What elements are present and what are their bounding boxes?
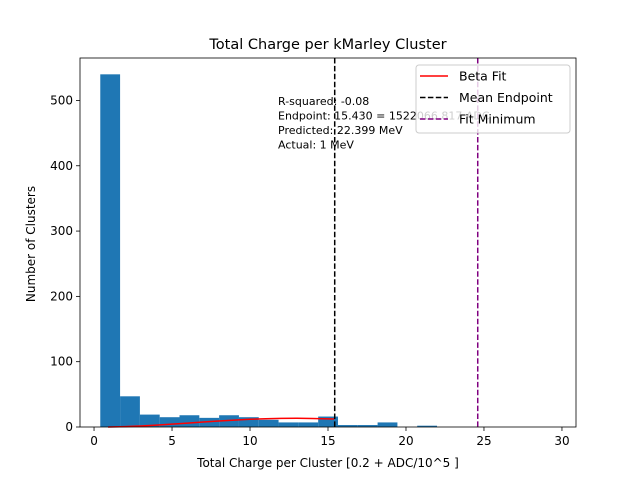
y-tick-label: 400 bbox=[50, 159, 73, 173]
x-tick-label: 20 bbox=[398, 434, 413, 448]
legend: Beta Fit Mean Endpoint Fit Minimum bbox=[415, 64, 571, 134]
plot-area bbox=[100, 58, 479, 428]
histogram-bar-15 bbox=[377, 422, 398, 427]
x-tick-label: 25 bbox=[476, 434, 491, 448]
histogram-bar-4 bbox=[159, 417, 180, 427]
chart-title: Total Charge per kMarley Cluster bbox=[208, 37, 446, 53]
legend-label-2: Mean Endpoint bbox=[459, 90, 553, 105]
histogram-bar-10 bbox=[278, 422, 299, 427]
x-axis-label: Total Charge per Cluster [0.2 + ADC/10^5… bbox=[196, 456, 459, 470]
y-tick-label: 200 bbox=[50, 289, 73, 303]
x-tick-label: 5 bbox=[168, 434, 176, 448]
y-axis-label: Number of Clusters bbox=[24, 186, 38, 302]
x-tick-label: 15 bbox=[320, 434, 335, 448]
legend-box bbox=[415, 64, 571, 134]
annotation-line-4: Actual: 1 MeV bbox=[278, 139, 354, 152]
histogram-bar-1 bbox=[100, 74, 121, 428]
y-tick-label: 300 bbox=[50, 224, 73, 238]
x-tick-label: 10 bbox=[242, 434, 257, 448]
x-tick-label: 30 bbox=[554, 434, 569, 448]
histogram-bar-8 bbox=[238, 417, 259, 427]
annotation-line-1: R-squared: -0.08 bbox=[278, 95, 369, 108]
histogram-bar-12 bbox=[318, 416, 338, 427]
histogram-bar-13 bbox=[337, 425, 358, 427]
histogram-bar-14 bbox=[357, 425, 378, 427]
histogram-bar-5 bbox=[179, 415, 200, 427]
histogram-bar-2 bbox=[120, 396, 140, 427]
histogram-bar-11 bbox=[298, 422, 319, 427]
legend-label-1: Beta Fit bbox=[459, 69, 507, 84]
y-tick-label: 500 bbox=[50, 93, 73, 107]
x-tick-label: 0 bbox=[90, 434, 98, 448]
legend-label-3: Fit Minimum bbox=[459, 112, 536, 127]
y-tick-label: 100 bbox=[50, 355, 73, 369]
series-line-1 bbox=[108, 417, 335, 428]
histogram-bar-9 bbox=[258, 419, 279, 427]
annotation-line-3: Predicted: 22.399 MeV bbox=[278, 124, 403, 137]
histogram-bar-17 bbox=[417, 425, 438, 427]
histogram-bar-3 bbox=[139, 414, 160, 427]
y-tick-label: 0 bbox=[65, 420, 73, 434]
histogram-bar-6 bbox=[199, 417, 220, 427]
